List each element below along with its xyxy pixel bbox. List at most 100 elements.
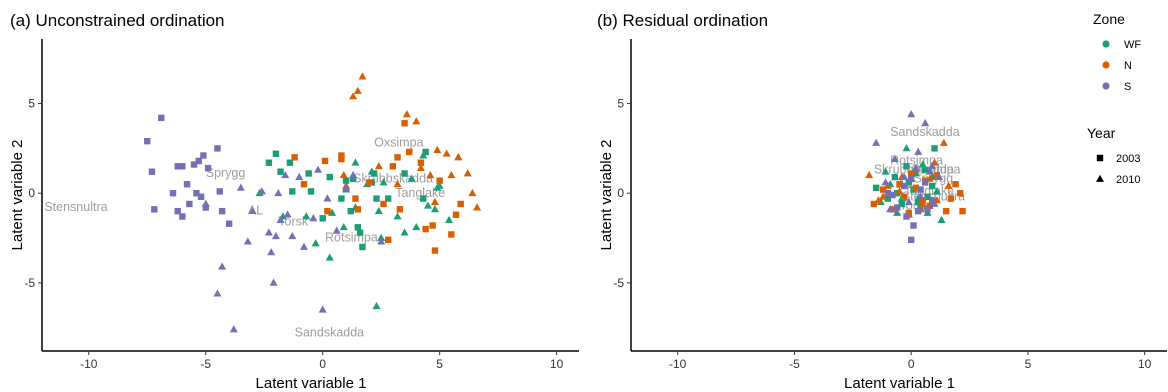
data-point — [916, 192, 925, 200]
data-point — [289, 188, 296, 195]
legend-zone-label: WF — [1124, 39, 1141, 51]
data-point — [914, 198, 922, 206]
data-point — [213, 289, 222, 297]
data-point — [872, 138, 881, 146]
data-point — [433, 145, 442, 154]
data-point — [349, 170, 358, 179]
x-tick-label: 5 — [1025, 357, 1032, 371]
site-label: Oxsimpa — [374, 136, 423, 150]
legend-year-label: 2003 — [1116, 153, 1140, 165]
data-point — [931, 145, 938, 152]
data-point — [900, 172, 909, 180]
data-point — [889, 191, 896, 199]
data-point — [925, 167, 934, 175]
data-point — [379, 178, 388, 186]
y-tick-label: 5 — [28, 97, 35, 111]
data-point — [881, 178, 890, 186]
data-point — [201, 199, 210, 207]
data-point — [354, 224, 361, 231]
data-point — [264, 228, 273, 236]
data-point — [276, 215, 285, 224]
data-point — [193, 190, 200, 197]
data-point — [339, 170, 348, 179]
data-point — [435, 181, 444, 189]
data-point — [454, 153, 463, 161]
data-point — [423, 201, 432, 209]
y-tick-label: 0 — [617, 186, 624, 200]
legend: Zone Year WF NS 2003 2010 — [1087, 11, 1141, 186]
data-point — [442, 149, 451, 157]
data-point — [216, 188, 223, 195]
y-axis-title: Latent variable 2 — [598, 140, 615, 251]
data-point — [269, 278, 278, 286]
site-label: Rotsimpa — [325, 231, 378, 245]
data-point — [372, 301, 381, 310]
x-tick-label: 0 — [319, 357, 326, 371]
data-point — [300, 181, 308, 188]
data-point — [947, 195, 955, 202]
data-point — [342, 177, 350, 184]
data-point — [468, 188, 477, 197]
data-point — [314, 165, 323, 173]
panel-unconstrained: (a) Unconstrained ordination -10 -5 0 5 10 -5… — [9, 11, 579, 392]
data-point — [347, 207, 354, 215]
x-axis-title: Latent variable 1 — [844, 375, 955, 392]
panel-title: (b) Residual ordination — [597, 11, 768, 30]
data-point — [299, 242, 308, 250]
data-point — [305, 170, 312, 177]
data-point — [416, 163, 425, 172]
data-point — [225, 220, 233, 227]
data-point — [870, 200, 878, 208]
data-point — [295, 172, 304, 180]
data-point — [473, 203, 482, 211]
data-point — [879, 192, 888, 200]
data-point — [349, 175, 357, 183]
x-tick-label: -10 — [669, 357, 687, 371]
data-point — [907, 175, 915, 183]
data-point — [937, 215, 946, 224]
data-point — [426, 170, 435, 179]
legend-year-key — [1096, 174, 1104, 182]
data-point — [436, 177, 443, 184]
data-point — [342, 183, 351, 191]
data-point — [389, 163, 397, 170]
data-point — [463, 169, 472, 177]
data-point — [431, 247, 439, 254]
data-point — [918, 199, 927, 207]
data-point — [393, 179, 402, 188]
data-point — [197, 193, 205, 200]
data-point — [884, 195, 892, 202]
data-point — [914, 207, 922, 215]
data-point — [911, 163, 920, 172]
data-point — [323, 194, 332, 202]
data-point — [257, 187, 266, 195]
data-point — [924, 206, 931, 213]
legend-year-title: Year — [1087, 125, 1116, 141]
data-point — [400, 228, 409, 236]
data-point — [420, 195, 427, 202]
data-point — [430, 205, 439, 213]
site-label: Sandskadda — [295, 326, 365, 340]
data-point — [338, 195, 345, 202]
legend-zone-label: N — [1124, 60, 1132, 72]
data-point — [318, 305, 327, 313]
data-point — [174, 163, 181, 170]
panel-residual: (b) Residual ordination -10 -5 0 5 10 -5 0 5 Lat… — [597, 11, 1167, 392]
legend-zone-key — [1102, 82, 1110, 90]
data-point — [374, 162, 383, 170]
site-label: AL — [248, 204, 263, 218]
data-point — [879, 186, 887, 193]
data-point — [884, 190, 892, 197]
data-point — [406, 148, 413, 156]
data-point — [957, 190, 964, 197]
y-tick-label: -5 — [613, 276, 624, 290]
data-point — [354, 206, 361, 213]
data-point — [412, 222, 421, 231]
x-tick-label: 5 — [436, 357, 443, 371]
data-point — [895, 187, 904, 195]
data-point — [358, 72, 367, 80]
data-point — [324, 207, 331, 215]
data-point — [910, 222, 917, 229]
data-point — [202, 204, 209, 211]
data-point — [353, 86, 362, 94]
